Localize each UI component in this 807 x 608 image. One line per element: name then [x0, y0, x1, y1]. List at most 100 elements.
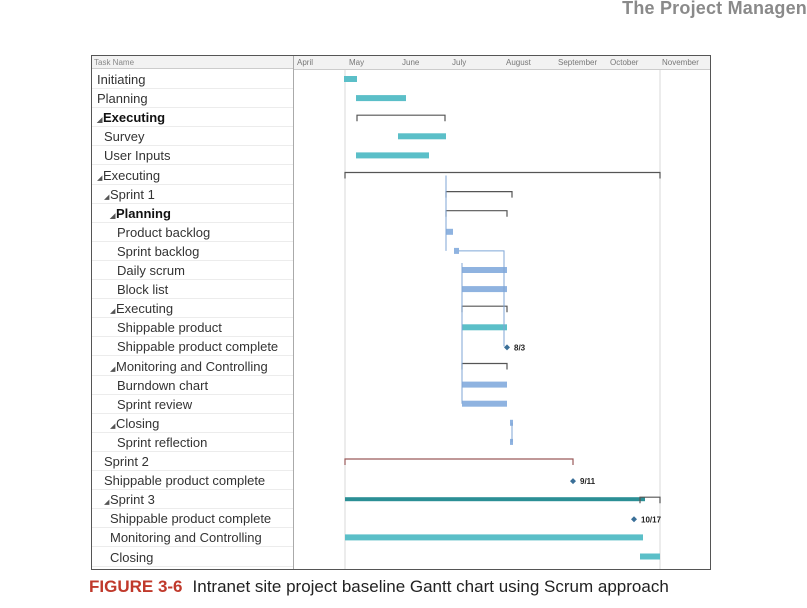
task-name: Executing: [103, 110, 166, 126]
task-row: Shippable product complete: [92, 337, 293, 357]
month-header: April May June July August September Oct…: [294, 56, 710, 70]
gantt-chart-frame: Task Name Initiating Planning ◢Executing Su…: [91, 55, 711, 570]
task-bar: [446, 228, 453, 235]
gantt-bars: 8/3 9/11 10/17: [344, 70, 662, 569]
task-row: ◢Executing: [92, 166, 293, 185]
collapse-triangle-icon[interactable]: ◢: [97, 174, 103, 182]
collapse-triangle-icon[interactable]: ◢: [110, 212, 116, 220]
task-row: ◢Planning: [92, 204, 293, 223]
task-name: Product backlog: [117, 224, 211, 240]
task-name-column-header: Task Name: [92, 56, 293, 69]
milestone-diamond: [570, 478, 576, 485]
summary-bracket: [461, 305, 508, 313]
task-name: Shippable product complete: [110, 511, 272, 527]
milestone-date-label: 9/11: [580, 477, 596, 486]
task-name: Sprint backlog: [117, 243, 200, 259]
task-name: Block list: [117, 282, 169, 298]
task-bar: [462, 400, 507, 407]
milestone-date-label: 10/17: [641, 515, 662, 524]
figure-caption-text: Intranet site project baseline Gantt cha…: [192, 577, 669, 596]
task-row: Product backlog: [92, 223, 293, 242]
collapse-triangle-icon[interactable]: ◢: [97, 117, 103, 125]
task-bar: [462, 381, 507, 388]
column-divider: [293, 56, 294, 569]
task-name: Sprint 1: [110, 186, 155, 202]
page-running-header: The Project Managen: [622, 0, 807, 18]
milestone-date-label: 8/3: [514, 343, 526, 352]
task-row: Sprint reflection: [92, 433, 293, 452]
task-name: Survey: [104, 129, 145, 145]
task-name: Monitoring and Controlling: [110, 530, 262, 546]
task-row: Shippable product complete: [92, 509, 293, 529]
task-name: Closing: [110, 549, 154, 565]
summary-bracket: [445, 191, 513, 198]
task-name: Shippable product complete: [104, 473, 266, 489]
task-row: Survey: [92, 127, 293, 147]
task-row: Initiating: [92, 70, 293, 89]
task-name: Planning: [116, 205, 171, 221]
task-name: Executing: [103, 167, 161, 183]
task-name: Burndown chart: [117, 377, 209, 393]
task-bar: [462, 286, 507, 293]
task-row: Shippable product: [92, 318, 293, 338]
task-name: Sprint review: [117, 396, 193, 412]
task-name: Initiating: [97, 72, 146, 87]
task-name: User Inputs: [104, 148, 171, 164]
task-bar: [398, 133, 446, 140]
collapse-triangle-icon[interactable]: ◢: [104, 499, 110, 507]
month-label: October: [610, 58, 639, 67]
task-name: Sprint 2: [104, 454, 149, 469]
task-row: ◢Executing: [92, 108, 293, 128]
task-row: User Inputs: [92, 146, 293, 166]
task-bar: [344, 76, 357, 82]
month-label: April: [297, 58, 314, 67]
month-label: July: [452, 58, 467, 67]
collapse-triangle-icon[interactable]: ◢: [104, 193, 110, 201]
task-row: Sprint review: [92, 395, 293, 414]
task-row: Shippable product complete: [92, 471, 293, 491]
summary-bracket: [344, 171, 661, 179]
task-name: Planning: [97, 91, 148, 107]
sprint-3-bar: [345, 497, 645, 502]
summary-bracket: [639, 496, 661, 504]
dependency-link: [459, 250, 505, 347]
summary-bracket: [445, 210, 508, 217]
sprint-2-bracket: [344, 458, 574, 465]
month-label: June: [402, 58, 420, 67]
collapse-triangle-icon[interactable]: ◢: [110, 422, 116, 430]
task-name: Closing: [116, 415, 160, 431]
task-bar: [356, 152, 429, 159]
task-name: Shippable product complete: [117, 339, 279, 355]
task-row: Monitoring and Controlling: [92, 528, 293, 548]
milestone-diamond: [631, 516, 637, 523]
task-name: Daily scrum: [117, 263, 185, 278]
figure-caption: FIGURE 3-6 Intranet site project baseline…: [89, 577, 669, 597]
milestone-diamond: [504, 344, 510, 351]
task-bar: [462, 324, 507, 331]
collapse-triangle-icon[interactable]: ◢: [110, 365, 116, 373]
collapse-triangle-icon[interactable]: ◢: [110, 308, 116, 316]
task-row: Sprint backlog: [92, 242, 293, 261]
task-bar: [345, 534, 643, 541]
task-row: Sprint 2: [92, 452, 293, 471]
month-label: August: [506, 58, 531, 67]
task-name: Shippable product: [117, 320, 222, 336]
task-name-column: Task Name Initiating Planning ◢Executing Su…: [92, 56, 293, 569]
timeline-area: April May June July August September Oct…: [294, 56, 710, 569]
month-label: May: [349, 58, 365, 67]
task-row: Block list: [92, 280, 293, 300]
task-name: Executing: [116, 301, 174, 317]
summary-bracket: [356, 114, 446, 122]
task-row: Closing: [92, 548, 293, 567]
month-label: November: [662, 58, 699, 67]
task-row: Daily scrum: [92, 261, 293, 280]
task-name: Sprint 3: [110, 492, 155, 508]
task-bar: [454, 247, 459, 254]
task-row: ◢Monitoring and Controlling: [92, 357, 293, 376]
task-row: ◢Sprint 3: [92, 490, 293, 510]
task-name: Monitoring and Controlling: [116, 358, 268, 374]
task-bar: [462, 267, 507, 273]
task-row: Planning: [92, 89, 293, 109]
task-row: ◢Sprint 1: [92, 185, 293, 204]
figure-label: FIGURE 3-6: [89, 577, 183, 596]
